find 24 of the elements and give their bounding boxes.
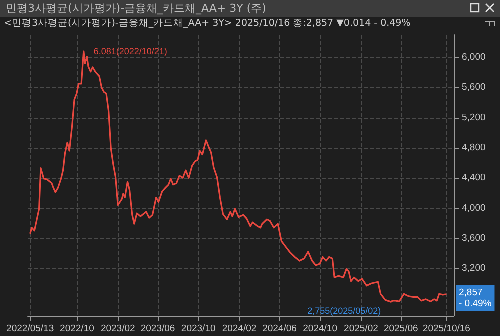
y-tick-label: 4,000	[462, 202, 486, 214]
x-tick-label: 2023/06	[140, 324, 176, 334]
x-tick-label: 2024/10	[303, 324, 338, 334]
x-tick-label: 2024/06	[262, 324, 297, 334]
x-tick-label: 2025/02	[344, 324, 378, 334]
chart-subtitle: <민평3사평균(시가평가)-금융채_카드채_AA+ 3Y> 2025/10/16 종:2,857 ▼0.014 - 0.49%	[4, 18, 411, 29]
y-tick-label: 3,600	[462, 232, 486, 244]
y-tick-label: 4,400	[462, 172, 486, 184]
x-tick-label: 2025/06	[384, 324, 418, 334]
y-tick-label: 4,800	[462, 142, 486, 154]
x-tick-label: 2023/02	[100, 324, 136, 334]
x-tick-label: 2025/10/16	[422, 324, 470, 334]
annotation: 2,755(2025/05/02)	[308, 306, 382, 316]
x-tick-label: 2024/02	[222, 324, 257, 334]
y-tick-label: 5,600	[462, 82, 486, 94]
x-tick-label: 2022/10	[60, 324, 94, 334]
chart-title: 민평3사평균(시가평가)-금융채_카드채_AA+ 3Y (주)	[6, 2, 266, 15]
x-tick-label: 2023/10	[181, 324, 216, 334]
y-tick-label: 5,200	[462, 112, 486, 124]
y-tick-label: 3,200	[462, 263, 486, 274]
x-tick-label: 2022/05/13	[6, 324, 54, 334]
annotation: 2,857 - 0.49%	[459, 287, 492, 310]
y-tick-label: 6,000	[462, 52, 486, 64]
annotation: 6,081(2022/10/21)	[94, 46, 168, 56]
